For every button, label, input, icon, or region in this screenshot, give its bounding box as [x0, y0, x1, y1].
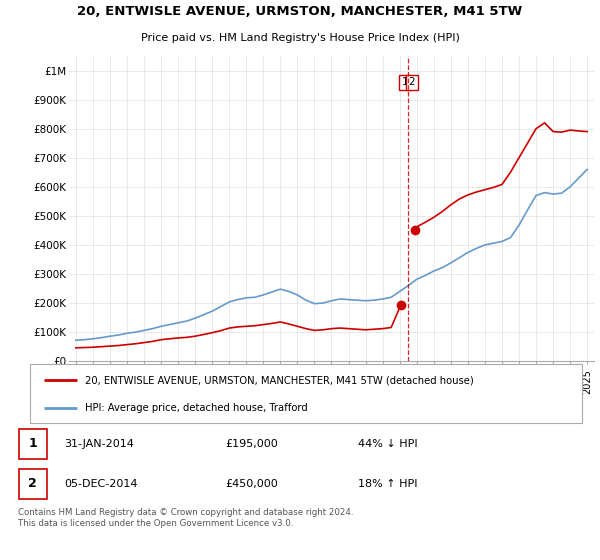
Text: 20, ENTWISLE AVENUE, URMSTON, MANCHESTER, M41 5TW: 20, ENTWISLE AVENUE, URMSTON, MANCHESTER…	[77, 5, 523, 18]
Text: 2: 2	[28, 477, 37, 490]
Text: £450,000: £450,000	[225, 479, 278, 488]
Text: 1: 1	[28, 437, 37, 450]
Text: 44% ↓ HPI: 44% ↓ HPI	[358, 439, 417, 449]
Text: 31-JAN-2014: 31-JAN-2014	[64, 439, 134, 449]
FancyBboxPatch shape	[30, 364, 582, 423]
Text: 18% ↑ HPI: 18% ↑ HPI	[358, 479, 417, 488]
FancyBboxPatch shape	[19, 469, 47, 498]
Text: 20, ENTWISLE AVENUE, URMSTON, MANCHESTER, M41 5TW (detached house): 20, ENTWISLE AVENUE, URMSTON, MANCHESTER…	[85, 375, 474, 385]
Text: 2: 2	[409, 77, 415, 87]
Text: 1: 1	[402, 77, 409, 87]
Text: Contains HM Land Registry data © Crown copyright and database right 2024.
This d: Contains HM Land Registry data © Crown c…	[18, 508, 353, 528]
FancyBboxPatch shape	[19, 429, 47, 459]
Text: Price paid vs. HM Land Registry's House Price Index (HPI): Price paid vs. HM Land Registry's House …	[140, 33, 460, 43]
Text: HPI: Average price, detached house, Trafford: HPI: Average price, detached house, Traf…	[85, 403, 308, 413]
Text: £195,000: £195,000	[225, 439, 278, 449]
Text: 05-DEC-2014: 05-DEC-2014	[64, 479, 137, 488]
